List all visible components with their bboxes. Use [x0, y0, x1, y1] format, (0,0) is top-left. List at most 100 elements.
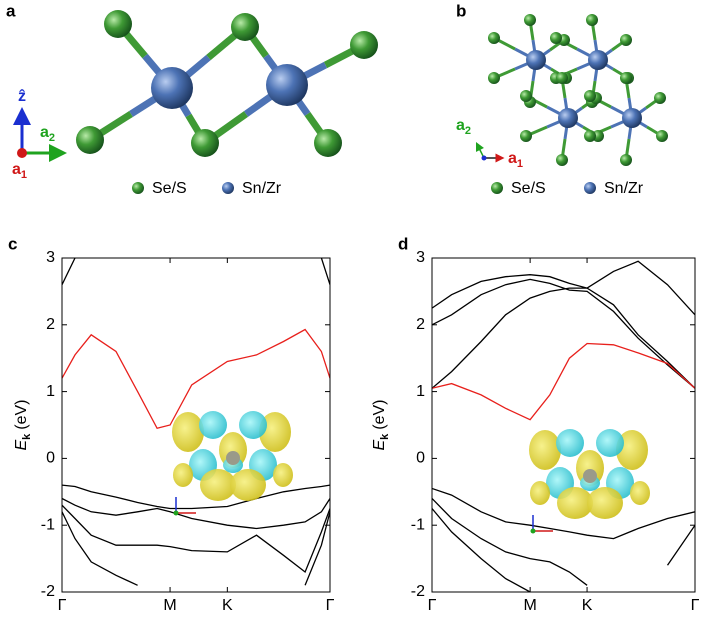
- atom-se: [620, 72, 632, 84]
- x-tick-label: M: [163, 597, 176, 614]
- atom-se: [524, 14, 536, 26]
- panel-label: c: [8, 234, 17, 253]
- legend-label: Sn/Zr: [242, 180, 282, 197]
- legend-swatch: [584, 182, 596, 194]
- y-tick-label: 1: [416, 383, 425, 400]
- isosurface: [273, 463, 293, 487]
- panel-label: d: [398, 234, 408, 253]
- atom-se: [584, 90, 596, 102]
- legend-swatch: [491, 182, 503, 194]
- atom-se: [76, 126, 104, 154]
- axis-label: a2: [456, 117, 471, 137]
- band-line: [432, 278, 695, 389]
- plot-frame: [61, 257, 331, 593]
- band-line: [62, 497, 330, 530]
- atom-se: [488, 32, 500, 44]
- y-label-main: E: [371, 440, 388, 451]
- isosurface: [230, 469, 266, 501]
- atom-sn: [558, 108, 578, 128]
- y-tick-label: -1: [41, 516, 55, 533]
- y-label-sub: k: [379, 433, 391, 440]
- legend-swatch: [222, 182, 234, 194]
- isosurface: [219, 432, 247, 468]
- band-line: [432, 487, 695, 540]
- band-line: [62, 328, 330, 430]
- isosurface: [259, 412, 291, 452]
- x-tick-label: Γ: [428, 597, 437, 614]
- legend-label: Se/S: [152, 180, 187, 197]
- axis-label: a1: [12, 161, 27, 181]
- band-line: [62, 504, 330, 574]
- isosurface: [199, 411, 227, 439]
- atom-se: [586, 14, 598, 26]
- atom-se: [584, 130, 596, 142]
- atom-se: [520, 90, 532, 102]
- band-line: [432, 287, 695, 389]
- atom-se: [556, 154, 568, 166]
- atom-se: [488, 72, 500, 84]
- axis-label: a1: [508, 150, 523, 170]
- atom-sn: [588, 50, 608, 70]
- y-tick-label: 0: [46, 450, 55, 467]
- isosurface: [200, 469, 236, 501]
- atom-se: [556, 72, 568, 84]
- legend-label: Sn/Zr: [604, 180, 644, 197]
- structures: [76, 10, 668, 166]
- y-tick-label: -1: [411, 516, 425, 533]
- atom-sn: [526, 50, 546, 70]
- x-tick-label: M: [523, 597, 536, 614]
- charts: -2 -1 0 1 2 3 Γ M K Γ Ek (eV) c -2 -1 0 1 2 3 Γ M K Γ Ek (eV) d: [8, 234, 700, 614]
- isosurface: [596, 429, 624, 457]
- panel-label: a: [6, 1, 16, 20]
- isosurface: [173, 463, 193, 487]
- atom-se: [350, 31, 378, 59]
- isosurface: [616, 430, 648, 470]
- atom-se: [550, 32, 562, 44]
- axis-origin: [481, 155, 487, 161]
- y-label-sub: k: [21, 433, 33, 440]
- atom-se: [231, 13, 259, 41]
- center-atom: [583, 469, 597, 483]
- atom-se: [314, 129, 342, 157]
- y-tick-label: 2: [46, 316, 55, 333]
- atom-se: [656, 130, 668, 142]
- isosurface: [530, 481, 550, 505]
- y-label-unit: (eV): [13, 399, 30, 429]
- panel-label: b: [456, 1, 466, 20]
- band-line: [432, 498, 695, 586]
- band-line: [62, 258, 330, 285]
- x-tick-label: Γ: [326, 597, 335, 614]
- y-tick-label: 1: [46, 383, 55, 400]
- isosurface: [587, 487, 623, 519]
- y-axis-label: Ek (eV): [13, 399, 33, 450]
- axis-label: ẑ: [18, 88, 26, 105]
- atom-se: [654, 92, 666, 104]
- y-tick-label: 0: [416, 450, 425, 467]
- x-tick-label: K: [222, 597, 233, 614]
- isosurface: [556, 429, 584, 457]
- band-line: [62, 484, 330, 510]
- band-line: [432, 509, 695, 593]
- isosurface: [529, 430, 561, 470]
- x-tick-label: K: [582, 597, 593, 614]
- axis-label: a2: [40, 124, 55, 144]
- legend-swatch: [132, 182, 144, 194]
- isosurface: [239, 411, 267, 439]
- atom-se: [620, 34, 632, 46]
- y-tick-label: 3: [416, 249, 425, 266]
- y-axis-label: Ek (eV): [371, 399, 391, 450]
- inset-origin: [530, 528, 536, 534]
- y-label-unit: (eV): [371, 399, 388, 429]
- atom-sn: [622, 108, 642, 128]
- isosurface: [576, 450, 604, 486]
- axis-origin: [17, 148, 27, 158]
- atom-se: [520, 130, 532, 142]
- y-tick-label: 3: [46, 249, 55, 266]
- inset-origin: [173, 510, 179, 516]
- isosurface: [172, 412, 204, 452]
- band-line: [62, 511, 330, 586]
- isosurface: [557, 487, 593, 519]
- y-tick-label: 2: [416, 316, 425, 333]
- atom-sn: [151, 67, 193, 109]
